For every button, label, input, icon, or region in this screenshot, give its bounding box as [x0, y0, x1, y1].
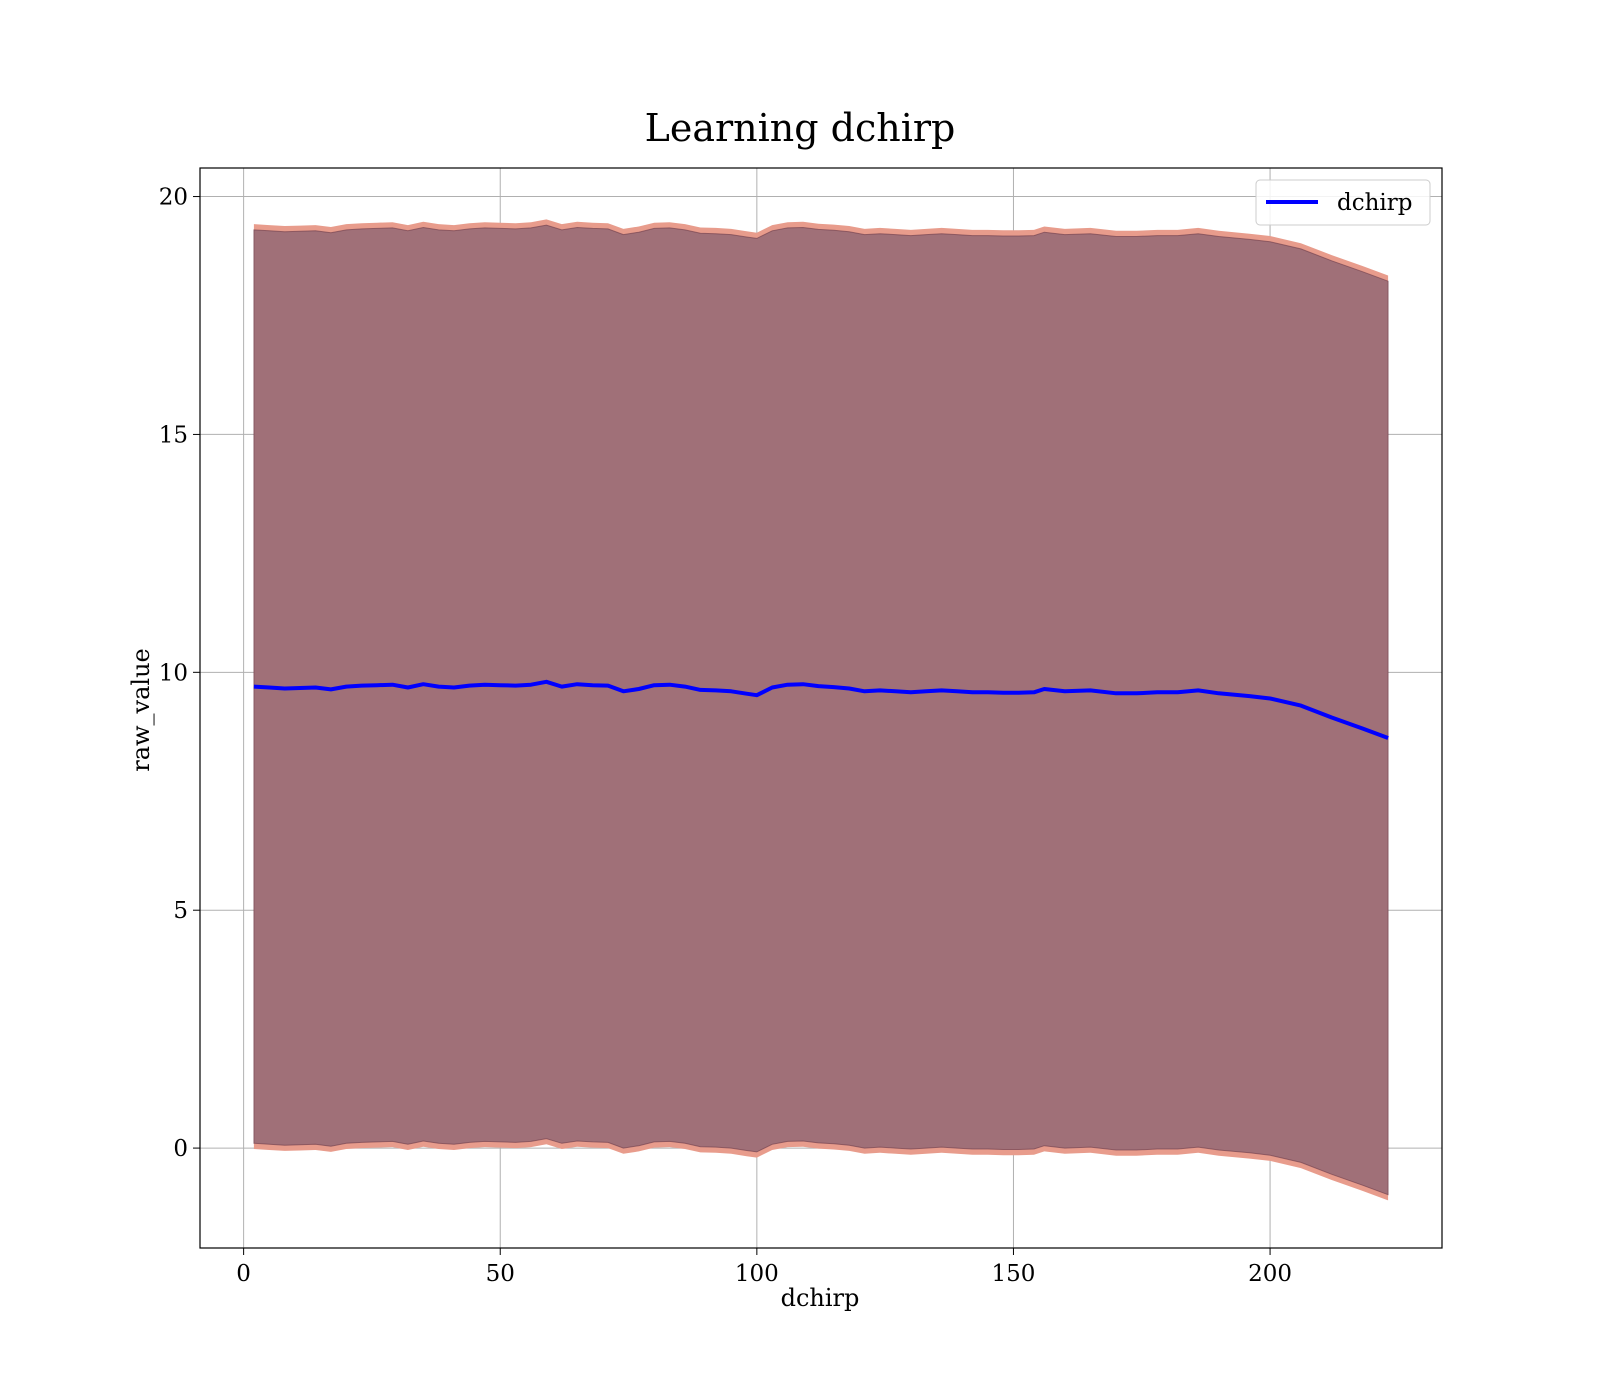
confidence-band — [253, 219, 1389, 1201]
x-tick-label: 50 — [486, 1261, 515, 1287]
x-tick-label: 0 — [236, 1261, 251, 1287]
chart-title: Learning dchirp — [645, 106, 956, 150]
legend: dchirp — [1255, 179, 1431, 226]
legend-box — [1255, 179, 1431, 226]
x-tick-label: 150 — [992, 1261, 1036, 1287]
y-tick-label: 0 — [173, 1136, 188, 1162]
series-line-dchirp — [253, 679, 1389, 740]
series-lines — [253, 679, 1389, 740]
y-tick-label: 10 — [159, 660, 188, 686]
x-tick-label: 100 — [735, 1261, 779, 1287]
y-tick-label: 15 — [159, 422, 188, 448]
axis-ticks: 0 50 100 150 200 0 5 10 15 20 — [159, 185, 1292, 1287]
legend-label-dchirp: dchirp — [1337, 190, 1413, 216]
y-tick-label: 20 — [159, 185, 188, 211]
x-tick-label: 200 — [1248, 1261, 1292, 1287]
y-axis-label: raw_value — [127, 648, 155, 772]
y-tick-label: 5 — [173, 898, 188, 924]
plot-area-frame — [199, 167, 1443, 1249]
band-inner-area — [253, 224, 1389, 1196]
x-axis-label: dchirp — [781, 1284, 860, 1312]
